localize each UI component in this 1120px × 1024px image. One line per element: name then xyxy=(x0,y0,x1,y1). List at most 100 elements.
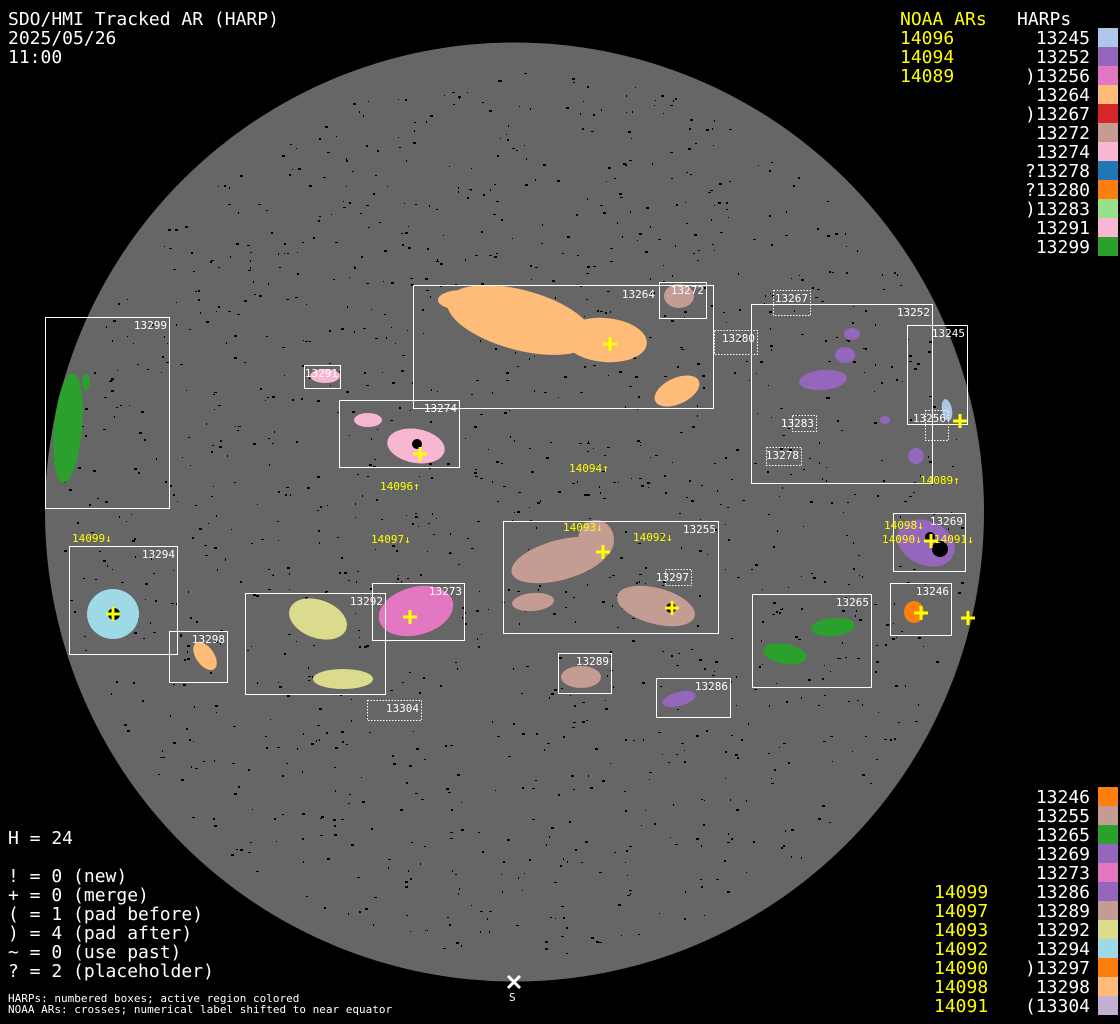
field-dot xyxy=(559,657,562,659)
harp-box[interactable]: 13264 xyxy=(413,285,714,409)
field-dot xyxy=(693,253,695,254)
field-dot xyxy=(703,387,705,389)
harp-box[interactable]: 13280 xyxy=(714,330,758,355)
field-dot xyxy=(587,443,590,444)
harp-box[interactable]: 13267 xyxy=(773,290,811,316)
field-dot xyxy=(459,888,460,890)
field-dot xyxy=(650,278,651,280)
field-dot xyxy=(582,721,585,723)
field-dot xyxy=(617,222,618,224)
harp-box[interactable]: 13291 xyxy=(304,365,341,389)
field-dot xyxy=(457,774,460,776)
harp-box[interactable]: 13246 xyxy=(890,583,952,636)
harp-box[interactable]: 13256 xyxy=(913,410,949,441)
field-dot xyxy=(116,407,118,408)
harp-box-label: 13280 xyxy=(722,332,755,345)
noaa-label: 14098↓ xyxy=(884,519,924,532)
harp-box[interactable]: 13272 xyxy=(659,282,707,319)
field-dot xyxy=(218,405,221,406)
field-dot xyxy=(120,405,122,406)
field-dot xyxy=(493,214,496,215)
field-dot xyxy=(64,550,67,552)
harp-box[interactable]: 13299 xyxy=(45,317,170,509)
field-dot xyxy=(250,842,252,843)
field-dot xyxy=(827,201,829,202)
field-dot xyxy=(573,82,575,83)
harp-legend-item: ?13280 xyxy=(1024,180,1090,201)
harp-box[interactable]: 13294 xyxy=(69,546,178,655)
harp-box[interactable]: 13252 xyxy=(751,304,933,484)
field-dot xyxy=(386,337,387,339)
harp-box[interactable]: 13286 xyxy=(656,678,731,718)
field-dot xyxy=(818,818,821,820)
field-dot xyxy=(302,242,304,243)
field-dot xyxy=(897,274,898,276)
harp-box[interactable]: 13297 xyxy=(656,569,692,586)
field-dot xyxy=(544,392,547,393)
field-dot xyxy=(801,697,802,699)
field-dot xyxy=(661,534,663,535)
noaa-label: 14097↓ xyxy=(371,533,411,546)
field-dot xyxy=(373,924,374,926)
harp-box-outline xyxy=(766,447,802,466)
field-dot xyxy=(195,291,197,292)
field-dot xyxy=(320,506,322,508)
field-dot xyxy=(883,289,885,290)
field-dot xyxy=(360,213,362,214)
field-dot xyxy=(769,311,772,313)
harp-box[interactable]: 13283 xyxy=(781,415,817,432)
field-dot xyxy=(894,738,896,740)
harp-color-swatch xyxy=(1098,28,1118,47)
harp-box[interactable]: 13298 xyxy=(169,631,228,683)
field-dot xyxy=(83,578,85,579)
field-dot xyxy=(684,311,687,313)
field-dot xyxy=(192,817,195,818)
field-dot xyxy=(182,457,183,458)
field-dot xyxy=(582,128,584,130)
field-dot xyxy=(755,564,758,566)
field-dot xyxy=(793,185,795,187)
field-dot xyxy=(196,621,198,623)
field-dot xyxy=(277,747,280,748)
harp-box[interactable]: 13265 xyxy=(752,594,872,688)
field-dot xyxy=(567,861,568,863)
field-dot xyxy=(440,685,442,687)
harp-box[interactable]: 13255 xyxy=(503,521,719,634)
harp-box[interactable]: 13292 xyxy=(245,593,386,695)
harp-box[interactable]: 13278 xyxy=(766,447,802,466)
harp-box[interactable]: 13269 xyxy=(893,513,966,572)
field-dot xyxy=(104,397,107,398)
field-dot xyxy=(841,430,843,431)
field-dot xyxy=(309,341,311,342)
field-dot xyxy=(352,171,354,172)
field-dot xyxy=(886,539,887,541)
harp-box[interactable]: 13289 xyxy=(558,653,612,694)
harp-box-outline xyxy=(925,410,949,441)
field-dot xyxy=(170,715,171,717)
field-dot xyxy=(214,409,215,410)
field-dot xyxy=(896,637,897,638)
field-dot xyxy=(402,244,404,246)
field-dot xyxy=(475,255,478,256)
noaa-cross-icon xyxy=(603,337,617,351)
harp-box[interactable]: 13245 xyxy=(907,325,968,425)
field-dot xyxy=(736,809,739,811)
field-dot xyxy=(670,105,673,106)
field-dot xyxy=(430,296,431,298)
field-dot xyxy=(558,794,560,796)
field-dot xyxy=(447,463,450,465)
harp-box[interactable]: 13304 xyxy=(367,700,422,721)
field-dot xyxy=(357,474,359,475)
field-dot xyxy=(250,252,252,253)
noaa-cross-icon xyxy=(924,534,938,548)
harp-box[interactable]: 13273 xyxy=(372,583,465,641)
noaa-cross-icon xyxy=(961,611,975,625)
field-dot xyxy=(404,203,405,204)
field-dot xyxy=(296,441,298,443)
field-dot xyxy=(898,722,900,723)
field-dot xyxy=(624,791,626,792)
field-dot xyxy=(563,736,565,738)
field-dot xyxy=(352,411,355,413)
field-dot xyxy=(729,129,732,130)
field-dot xyxy=(789,453,791,454)
